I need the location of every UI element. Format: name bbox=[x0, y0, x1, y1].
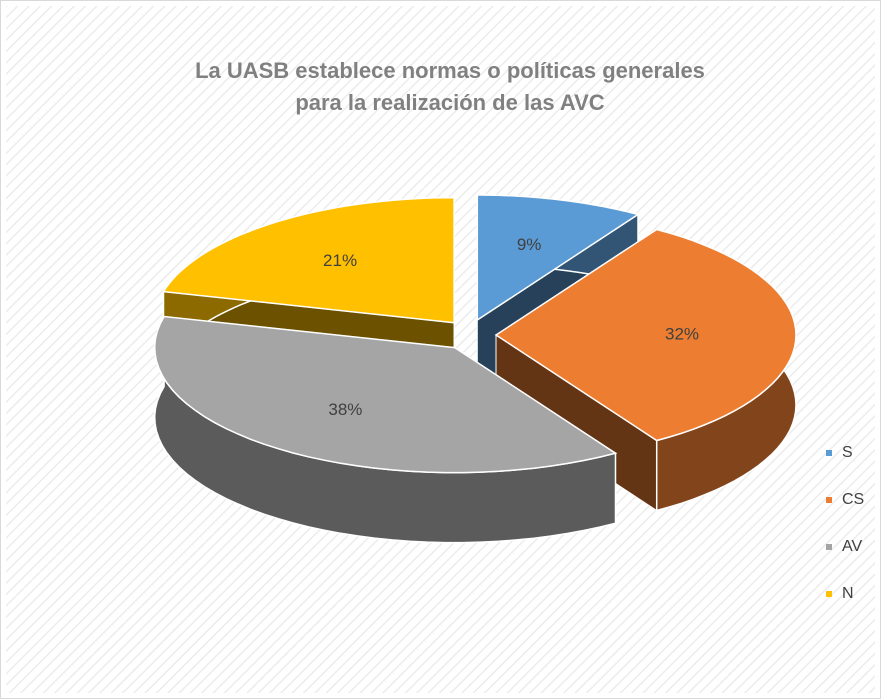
slice bbox=[153, 315, 618, 474]
legend-swatch bbox=[826, 544, 832, 550]
slice bbox=[162, 196, 455, 324]
data-label: 9% bbox=[517, 235, 542, 254]
data-label: 38% bbox=[328, 400, 362, 419]
slice bbox=[476, 194, 640, 322]
data-label: 32% bbox=[665, 324, 699, 343]
legend-label: N bbox=[842, 585, 854, 602]
legend-label: CS bbox=[842, 491, 864, 508]
legend-label: S bbox=[842, 444, 853, 461]
chart-title: La UASB establece normas o políticas gen… bbox=[195, 58, 705, 83]
slice bbox=[494, 228, 797, 442]
legend-swatch bbox=[826, 497, 832, 503]
legend-label: AV bbox=[842, 538, 862, 555]
chart-title: para la realización de las AVC bbox=[295, 90, 604, 115]
data-label: 21% bbox=[323, 251, 357, 270]
legend-swatch bbox=[826, 591, 832, 597]
legend-swatch bbox=[826, 450, 832, 456]
